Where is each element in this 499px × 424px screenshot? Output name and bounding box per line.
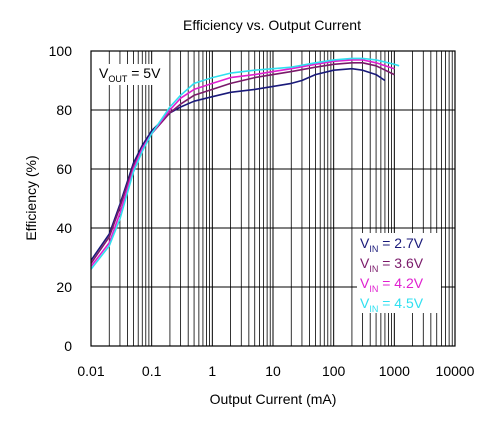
plot-frame (90, 50, 456, 347)
legend-entry-2: VIN = 3.6V (360, 255, 424, 274)
legend-background (357, 253, 441, 273)
chart-title: Efficiency vs. Output Current (183, 17, 361, 33)
vout-sub: OUT (108, 74, 128, 84)
legend-entry-3: VIN = 4.2V (360, 275, 424, 294)
annotation-background (96, 64, 165, 85)
y-tick-label: 80 (56, 102, 72, 118)
x-tick-label: 0.01 (77, 363, 104, 379)
legend-entry-4: VIN = 4.5V (360, 295, 424, 314)
y-tick-label: 100 (49, 43, 73, 59)
series-lines (90, 57, 400, 270)
vout-annotation: VOUT = 5V (99, 65, 161, 84)
series-line-4 (90, 57, 400, 270)
x-tick-labels: 0.01 0.1 1 10 100 1000 10000 (77, 363, 474, 379)
x-tick-label: 1 (208, 363, 216, 379)
x-tick-label: 0.1 (142, 363, 162, 379)
vout-rest: = 5V (127, 65, 161, 81)
legend-background (357, 233, 441, 253)
x-axis-label: Output Current (mA) (210, 391, 337, 407)
x-tick-label: 10000 (436, 363, 475, 379)
y-tick-label: 60 (56, 161, 72, 177)
series-line-3 (90, 59, 395, 267)
vout-main: V (99, 65, 109, 81)
y-axis-label: Efficiency (%) (23, 155, 39, 240)
legend-background (357, 293, 441, 313)
y-tick-label: 0 (64, 338, 72, 354)
x-tick-label: 1000 (379, 363, 410, 379)
y-tick-labels: 0 20 40 60 80 100 (49, 43, 73, 354)
x-tick-label: 100 (322, 363, 346, 379)
legend-entry-1: VIN = 2.7V (360, 235, 424, 254)
series-line-2 (90, 61, 395, 264)
y-tick-label: 40 (56, 220, 72, 236)
series-line-1 (90, 67, 386, 261)
y-tick-label: 20 (56, 279, 72, 295)
legend-background (357, 273, 441, 293)
x-tick-label: 10 (265, 363, 281, 379)
